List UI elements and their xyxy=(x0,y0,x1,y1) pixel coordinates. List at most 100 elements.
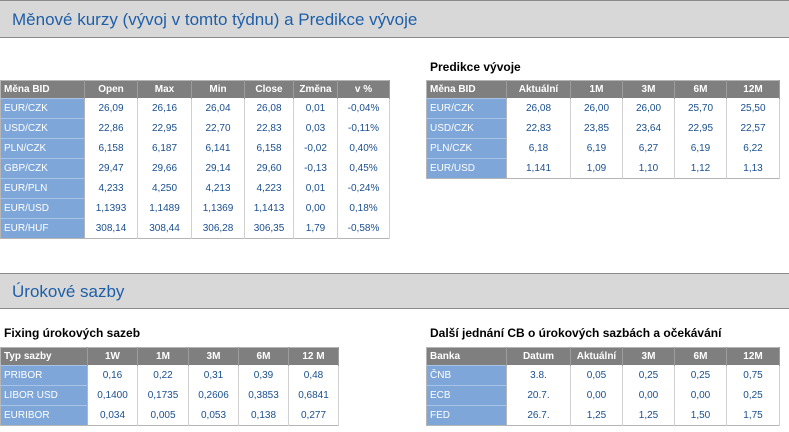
table-cell: 22,83 xyxy=(244,118,294,139)
table-cell: 0,40% xyxy=(337,138,390,159)
table-cell: 0,31 xyxy=(188,365,239,386)
table-header-row: Typ sazby 1W 1M 3M 6M 12 M xyxy=(0,347,339,366)
column-header: Měna BID xyxy=(426,80,507,99)
table-cell: -0,13 xyxy=(293,158,338,179)
table-cell: 3.8. xyxy=(506,365,571,386)
table-cell: -0,02 xyxy=(293,138,338,159)
table-cell: 1,1393 xyxy=(84,198,138,219)
fx-section-header: Měnové kurzy (vývoj v tomto týdnu) a Pre… xyxy=(0,0,789,38)
table-cell: 1,13 xyxy=(726,158,780,179)
table-row: ECB 20.7. 0,00 0,00 0,00 0,25 xyxy=(426,385,780,406)
table-cell: 6,27 xyxy=(622,138,675,159)
prediction-title: Predikce vývoje xyxy=(430,60,521,74)
row-label: FED xyxy=(426,405,507,426)
table-cell: 26,08 xyxy=(244,98,294,119)
column-header: Datum xyxy=(506,347,571,366)
table-row: EUR/CZK 26,08 26,00 26,00 25,70 25,50 xyxy=(426,98,780,119)
row-label: ČNB xyxy=(426,365,507,386)
column-header: 12 M xyxy=(288,347,339,366)
table-row: EUR/CZK 26,09 26,16 26,04 26,08 0,01 -0,04% xyxy=(0,98,390,119)
table-cell: 25,70 xyxy=(674,98,727,119)
row-label: EURIBOR xyxy=(0,405,88,426)
table-cell: 0,053 xyxy=(188,405,239,426)
row-label: PLN/CZK xyxy=(0,138,85,159)
table-cell: 1,1489 xyxy=(137,198,192,219)
table-cell: 29,47 xyxy=(84,158,138,179)
table-cell: 1,141 xyxy=(506,158,571,179)
table-cell: 6,158 xyxy=(84,138,138,159)
row-label: EUR/CZK xyxy=(0,98,85,119)
table-cell: -0,11% xyxy=(337,118,390,139)
table-cell: 23,85 xyxy=(570,118,623,139)
column-header: Banka xyxy=(426,347,507,366)
column-header: 1M xyxy=(137,347,189,366)
table-cell: 0,3853 xyxy=(238,385,289,406)
table-cell: 26,08 xyxy=(506,98,571,119)
table-cell: 6,19 xyxy=(570,138,623,159)
table-row: USD/CZK 22,86 22,95 22,70 22,83 0,03 -0,11% xyxy=(0,118,390,139)
table-cell: 0,01 xyxy=(293,98,338,119)
table-cell: 0,25 xyxy=(622,365,675,386)
column-header: Close xyxy=(244,80,294,99)
cb-meetings-table: Banka Datum Aktuální 3M 6M 12M ČNB 3.8. 0,05 0,2… xyxy=(426,347,780,426)
table-cell: 6,187 xyxy=(137,138,192,159)
row-label: ECB xyxy=(426,385,507,406)
table-cell: 0,1400 xyxy=(87,385,138,406)
prediction-table: Měna BID Aktuální 1M 3M 6M 12M EUR/CZK 26,08 26… xyxy=(426,80,780,179)
rates-section-header: Úrokové sazby xyxy=(0,273,789,309)
table-cell: 26,09 xyxy=(84,98,138,119)
table-cell: -0,58% xyxy=(337,218,390,239)
column-header: Aktuální xyxy=(570,347,623,366)
table-row: PLN/CZK 6,158 6,187 6,141 6,158 -0,02 0,40% xyxy=(0,138,390,159)
table-cell: 4,233 xyxy=(84,178,138,199)
rates-section-title: Úrokové sazby xyxy=(12,282,125,301)
table-cell: 1,25 xyxy=(570,405,623,426)
table-cell: 1,75 xyxy=(726,405,780,426)
table-cell: 1,12 xyxy=(674,158,727,179)
fixing-table: Typ sazby 1W 1M 3M 6M 12 M PRIBOR 0,16 0,22 0,31… xyxy=(0,347,339,426)
column-header: 3M xyxy=(622,347,675,366)
table-row: GBP/CZK 29,47 29,66 29,14 29,60 -0,13 0,45% xyxy=(0,158,390,179)
column-header: Změna xyxy=(293,80,338,99)
table-cell: 0,00 xyxy=(293,198,338,219)
row-label: GBP/CZK xyxy=(0,158,85,179)
table-cell: 0,22 xyxy=(137,365,189,386)
table-cell: 23,64 xyxy=(622,118,675,139)
column-header: Max xyxy=(137,80,192,99)
table-cell: -0,24% xyxy=(337,178,390,199)
table-cell: 4,213 xyxy=(191,178,245,199)
column-header: 12M xyxy=(726,347,780,366)
row-label: EUR/PLN xyxy=(0,178,85,199)
table-header-row: Banka Datum Aktuální 3M 6M 12M xyxy=(426,347,780,366)
table-cell: 22,70 xyxy=(191,118,245,139)
column-header: 6M xyxy=(238,347,289,366)
row-label: LIBOR USD xyxy=(0,385,88,406)
table-cell: 6,22 xyxy=(726,138,780,159)
table-cell: 306,35 xyxy=(244,218,294,239)
table-cell: 0,48 xyxy=(288,365,339,386)
column-header: Měna BID xyxy=(0,80,85,99)
column-header: 12M xyxy=(726,80,780,99)
table-cell: 306,28 xyxy=(191,218,245,239)
table-cell: 25,50 xyxy=(726,98,780,119)
table-cell: 0,03 xyxy=(293,118,338,139)
column-header: 6M xyxy=(674,80,727,99)
row-label: EUR/CZK xyxy=(426,98,507,119)
table-cell: 4,250 xyxy=(137,178,192,199)
row-label: EUR/USD xyxy=(0,198,85,219)
table-cell: 26,00 xyxy=(622,98,675,119)
table-cell: 6,141 xyxy=(191,138,245,159)
table-row: PRIBOR 0,16 0,22 0,31 0,39 0,48 xyxy=(0,365,339,386)
table-cell: 22,57 xyxy=(726,118,780,139)
table-cell: 1,79 xyxy=(293,218,338,239)
table-row: FED 26.7. 1,25 1,25 1,50 1,75 xyxy=(426,405,780,426)
column-header: Typ sazby xyxy=(0,347,88,366)
table-cell: 0,75 xyxy=(726,365,780,386)
table-row: EUR/USD 1,141 1,09 1,10 1,12 1,13 xyxy=(426,158,780,179)
table-cell: 0,00 xyxy=(674,385,727,406)
column-header: 3M xyxy=(188,347,239,366)
table-cell: 0,39 xyxy=(238,365,289,386)
table-cell: 22,95 xyxy=(137,118,192,139)
table-cell: 1,25 xyxy=(622,405,675,426)
table-header-row: Měna BID Open Max Min Close Změna v % xyxy=(0,80,390,99)
